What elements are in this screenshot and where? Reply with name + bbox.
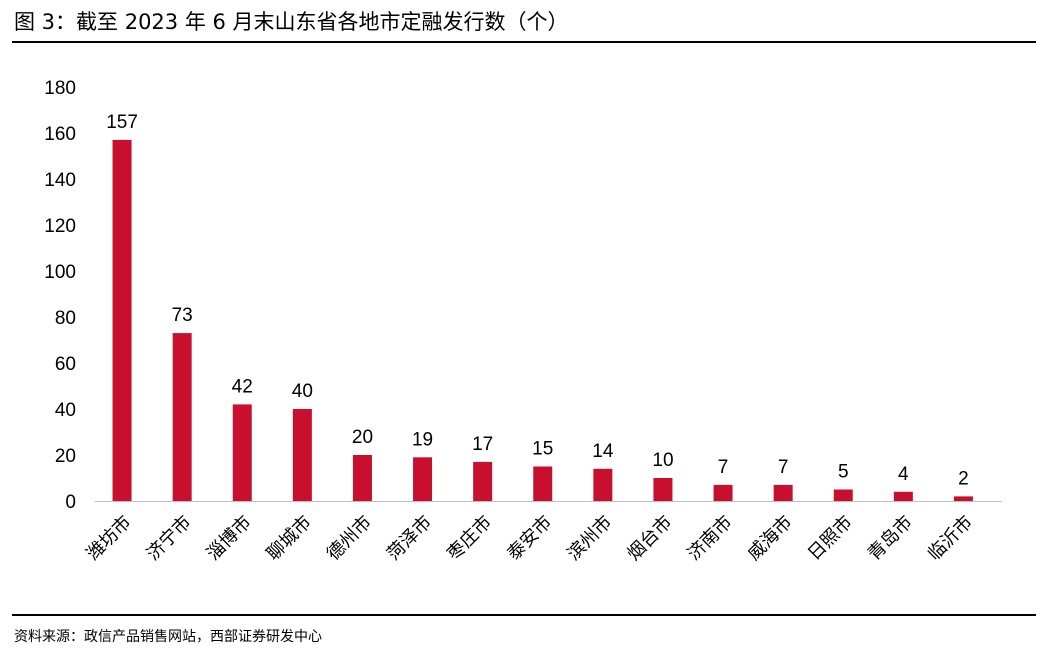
bar — [533, 466, 553, 501]
data-label: 14 — [592, 441, 614, 462]
data-label: 2 — [958, 468, 969, 489]
data-label: 20 — [352, 427, 373, 448]
title-rule — [12, 41, 1036, 43]
y-tick-label: 60 — [55, 354, 76, 375]
category-label: 临沂市 — [924, 512, 977, 565]
bar — [893, 491, 913, 501]
category-label: 威海市 — [744, 512, 797, 565]
y-tick-label: 20 — [55, 446, 76, 467]
category-label: 烟台市 — [623, 512, 676, 565]
category-labels: 潍坊市 济宁市 淄博市 聊城市 德州市 菏泽市 枣庄市 泰安市 滨州市 烟台市 济南市 威海市 日照市青… — [83, 512, 977, 565]
data-label: 73 — [172, 305, 193, 326]
y-tick-label: 120 — [44, 216, 76, 237]
bar — [593, 468, 613, 501]
bar — [773, 484, 793, 501]
bar — [112, 139, 132, 501]
y-tick-label: 160 — [44, 124, 76, 145]
data-label: 15 — [532, 439, 553, 460]
data-label: 17 — [472, 434, 493, 455]
bar — [352, 455, 372, 501]
category-label: 淄博市 — [203, 512, 256, 565]
data-label: 4 — [898, 464, 909, 485]
data-label: 42 — [232, 376, 253, 397]
bar — [413, 457, 433, 501]
category-label: 聊城市 — [263, 512, 316, 565]
bars — [112, 139, 973, 501]
y-axis-ticks: 0 20 40 60 80 100 120 140 160 180 — [44, 78, 76, 513]
data-label: 7 — [778, 457, 789, 478]
category-label: 济宁市 — [143, 512, 196, 565]
category-label: 济南市 — [684, 512, 737, 565]
bar — [953, 496, 973, 501]
category-label: 泰安市 — [503, 512, 556, 565]
bar — [172, 333, 192, 501]
bar — [713, 484, 733, 501]
bar — [653, 478, 673, 501]
category-label: 枣庄市 — [443, 512, 496, 565]
y-tick-label: 140 — [44, 170, 76, 191]
y-tick-label: 0 — [65, 492, 76, 513]
category-label: 青岛市 — [864, 512, 917, 565]
category-label: 滨州市 — [563, 512, 616, 565]
bar — [473, 461, 493, 501]
data-label: 10 — [652, 450, 673, 471]
data-label: 5 — [838, 462, 849, 483]
category-label: 潍坊市 — [83, 512, 136, 565]
bar — [232, 404, 252, 501]
figure-title: 图 3：截至 2023 年 6 月末山东省各地市定融发行数（个） — [14, 10, 569, 34]
data-label: 19 — [412, 429, 433, 450]
source-rule — [12, 614, 1036, 616]
y-tick-label: 180 — [44, 78, 76, 99]
data-label: 157 — [106, 112, 138, 133]
bar — [833, 489, 853, 501]
data-label: 40 — [292, 381, 313, 402]
bar — [292, 409, 312, 501]
category-label: 菏泽市 — [383, 512, 436, 565]
y-tick-label: 40 — [55, 400, 76, 421]
y-tick-label: 100 — [44, 262, 76, 283]
category-label: 德州市 — [323, 512, 376, 565]
data-label: 7 — [718, 457, 729, 478]
category-label: 日照市 — [804, 512, 857, 565]
y-tick-label: 80 — [55, 308, 76, 329]
source-note: 资料来源：政信产品销售网站，西部证券研发中心 — [14, 629, 322, 645]
